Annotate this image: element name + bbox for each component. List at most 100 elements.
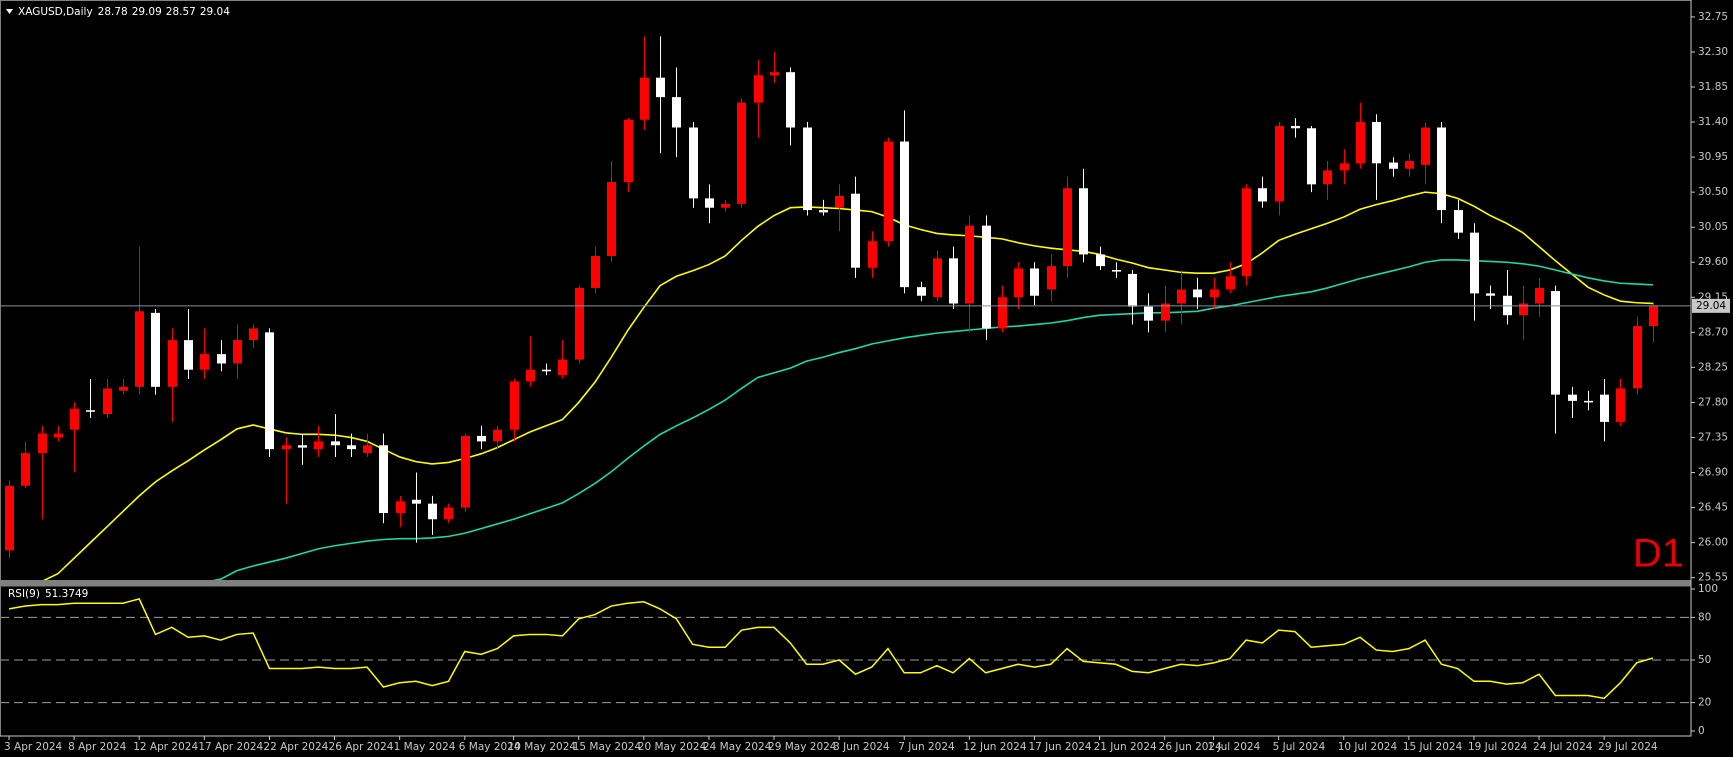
x-tick-label: 22 Apr 2024 — [263, 741, 328, 753]
candle-body — [1633, 326, 1642, 389]
y-tick-label: 26.45 — [1698, 502, 1728, 514]
candle-body — [184, 340, 193, 370]
x-tick-label: 17 Apr 2024 — [198, 741, 263, 753]
current-price-label: 29.04 — [1696, 300, 1726, 312]
chart-header: XAGUSD,Daily 28.78 29.09 28.57 29.04 — [18, 6, 230, 18]
candle-body — [477, 435, 486, 442]
candle-body — [200, 354, 209, 370]
x-tick-label: 15 Jul 2024 — [1403, 741, 1463, 753]
candle-body — [868, 241, 877, 268]
candle-body — [965, 225, 974, 304]
x-tick-label: 10 May 2024 — [508, 741, 577, 753]
y-tick-label: 26.00 — [1698, 537, 1728, 549]
y-tick-label: 31.85 — [1698, 81, 1728, 93]
x-tick-label: 1 Jul 2024 — [1208, 741, 1261, 753]
candle-body — [1128, 273, 1137, 307]
x-tick-label: 17 Jun 2024 — [1028, 741, 1091, 753]
x-tick-label: 3 Jun 2024 — [833, 741, 890, 753]
candle-body — [428, 503, 437, 520]
x-tick-label: 26 Apr 2024 — [329, 741, 394, 753]
candle-body — [151, 312, 160, 387]
x-tick-label: 24 May 2024 — [703, 741, 772, 753]
candle-body — [624, 119, 633, 183]
menu-triangle — [6, 9, 13, 14]
candle-body — [363, 445, 372, 454]
candle-body — [265, 332, 274, 450]
candle-body — [1226, 276, 1235, 290]
candle-body — [1600, 394, 1609, 422]
candle-body — [607, 182, 616, 257]
candle-body — [396, 501, 405, 514]
y-tick-label: 100 — [1698, 583, 1718, 595]
candle-body — [1307, 128, 1316, 185]
y-tick-label: 31.40 — [1698, 116, 1728, 128]
candle-body — [558, 359, 567, 376]
y-tick-label: 30.95 — [1698, 151, 1728, 163]
candle-body — [1063, 188, 1072, 267]
candle-body — [21, 453, 30, 486]
x-tick-label: 19 Jul 2024 — [1468, 741, 1528, 753]
candle-body — [233, 340, 242, 364]
candle-body — [803, 127, 812, 211]
candle-body — [754, 75, 763, 103]
candle-body — [135, 311, 144, 387]
candle-body — [933, 258, 942, 298]
candle-body — [103, 388, 112, 415]
candle-body — [5, 485, 14, 551]
candle-body — [282, 445, 291, 450]
candle-body — [640, 77, 649, 120]
candle-body — [982, 225, 991, 329]
candle-body — [217, 354, 226, 364]
current-price-box — [1692, 298, 1730, 313]
candle-body — [54, 433, 63, 438]
y-tick-label: 30.05 — [1698, 221, 1728, 233]
x-tick-label: 29 Jul 2024 — [1598, 741, 1658, 753]
main-plot — [1, 36, 1691, 580]
candle-body — [1258, 188, 1267, 202]
y-tick-label: 20 — [1698, 697, 1711, 709]
candle-body — [1047, 266, 1056, 290]
candle-body — [900, 141, 909, 288]
x-tick-label: 3 Apr 2024 — [4, 741, 63, 753]
candle-body — [851, 193, 860, 268]
x-tick-label: 1 May 2024 — [394, 741, 456, 753]
x-tick-label: 8 Apr 2024 — [68, 741, 127, 753]
candle-body — [1112, 270, 1121, 272]
panel-separator — [0, 580, 1691, 586]
x-tick-label: 26 Jun 2024 — [1159, 741, 1222, 753]
candle-body — [998, 297, 1007, 329]
low-value: 28.57 — [166, 6, 196, 18]
candle-body — [444, 507, 453, 520]
candle-body — [249, 328, 258, 341]
y-tick-label: 27.35 — [1698, 431, 1728, 443]
candle-body — [314, 441, 323, 450]
close-value: 29.04 — [200, 6, 230, 18]
y-tick-label: 32.75 — [1698, 11, 1728, 23]
moving-average-line — [212, 259, 1654, 580]
candle-body — [1421, 127, 1430, 165]
candle-body — [1535, 287, 1544, 304]
candle-body — [1323, 170, 1332, 185]
y-tick-label: 0 — [1698, 725, 1705, 737]
candle-body — [1470, 232, 1479, 294]
candle-body — [1291, 125, 1300, 129]
candle-body — [656, 77, 665, 98]
candle-body — [510, 381, 519, 430]
rsi-plot — [1, 598, 1691, 704]
x-tick-label: 10 Jul 2024 — [1338, 741, 1398, 753]
chart-title: XAGUSD,Daily — [18, 6, 93, 18]
candle-body — [949, 258, 958, 304]
candle-body — [1372, 122, 1381, 164]
y-tick-label: 50 — [1698, 654, 1711, 666]
candle-body — [1486, 293, 1495, 296]
candle-body — [1649, 305, 1658, 327]
candle-body — [1014, 268, 1023, 298]
candle-body — [168, 340, 177, 387]
candle-body — [1242, 188, 1251, 277]
high-value: 29.09 — [132, 6, 162, 18]
x-tick-label: 12 Jun 2024 — [963, 741, 1026, 753]
candle-body — [1144, 306, 1153, 321]
candle-body — [1551, 291, 1560, 395]
